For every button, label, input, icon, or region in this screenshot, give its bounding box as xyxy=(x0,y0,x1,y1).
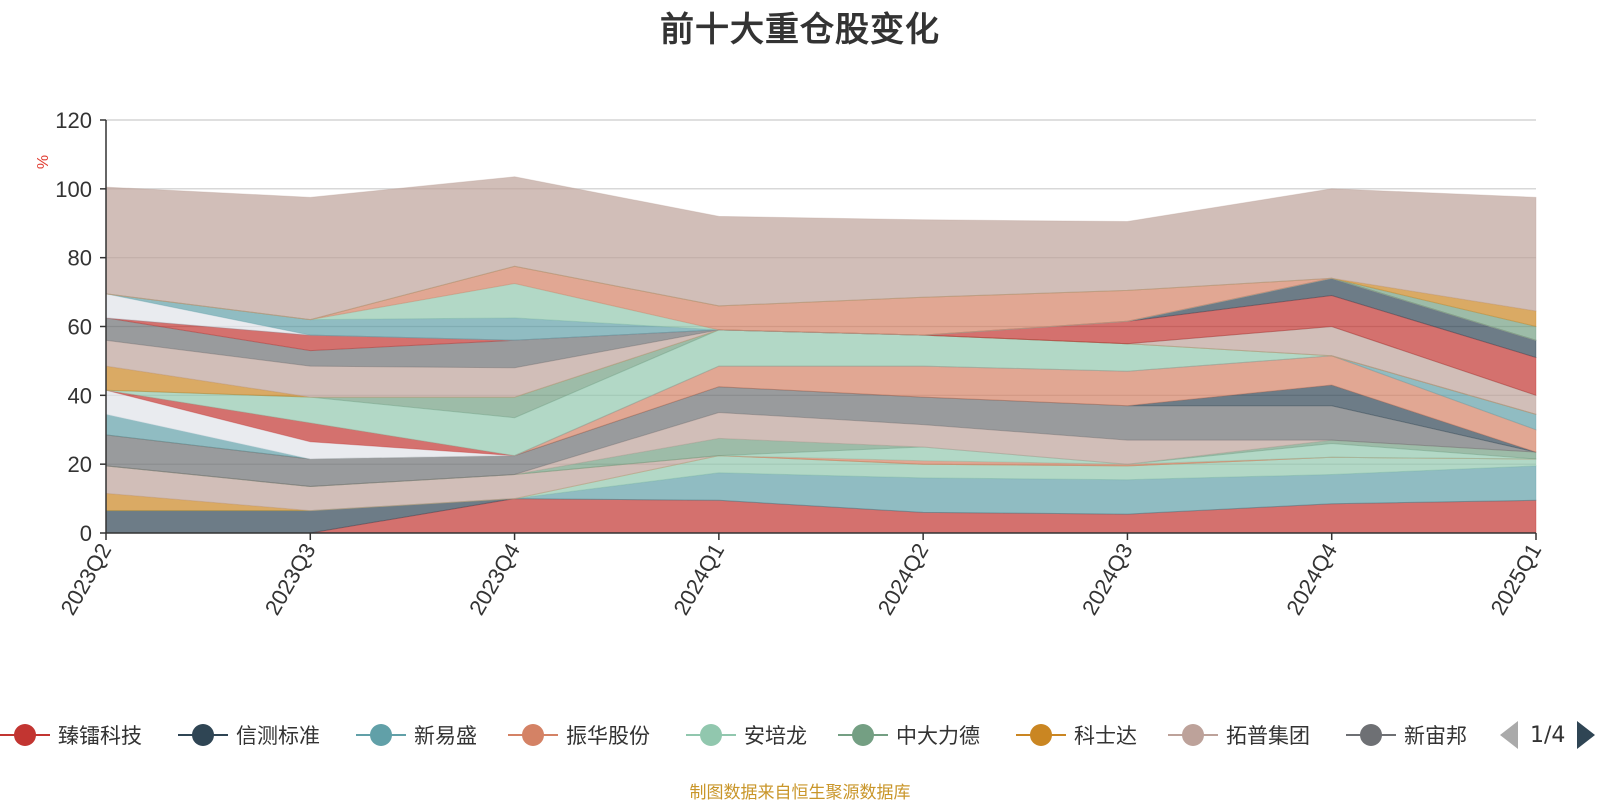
legend-marker-icon xyxy=(0,720,50,750)
legend-item[interactable]: 新宙邦 xyxy=(1346,715,1467,755)
pager-page-text: 1/4 xyxy=(1530,722,1566,748)
legend-item[interactable]: 拓普集团 xyxy=(1168,715,1310,755)
legend-item[interactable]: 信测标准 xyxy=(178,715,320,755)
x-tick-label: 2024Q4 xyxy=(1281,539,1342,619)
x-tick-label: 2024Q2 xyxy=(873,539,934,619)
area-series xyxy=(105,176,1537,534)
legend-marker-icon xyxy=(686,720,736,750)
legend-marker-icon xyxy=(178,720,228,750)
legend-marker-icon xyxy=(1168,720,1218,750)
legend-item[interactable]: 振华股份 xyxy=(508,715,650,755)
legend-item[interactable]: 中大力德 xyxy=(838,715,980,755)
x-tick-label: 2023Q3 xyxy=(260,539,321,619)
legend-label: 臻镭科技 xyxy=(58,724,142,748)
legend-label: 新宙邦 xyxy=(1404,724,1467,748)
legend-label: 振华股份 xyxy=(566,724,650,748)
legend-marker-icon xyxy=(1346,720,1396,750)
stacked-area-chart: 0 20 40 60 80 100 120 2023Q2 2023Q3 2023Q4 2024Q1 2… xyxy=(35,108,1547,619)
y-tick-label: 60 xyxy=(68,315,92,340)
legend-marker-icon xyxy=(356,720,406,750)
y-tick-label: 80 xyxy=(68,246,92,271)
legend-marker-icon xyxy=(838,720,888,750)
area-band-21 xyxy=(105,294,1537,396)
legend-label: 中大力德 xyxy=(896,724,980,748)
area-band-2 xyxy=(106,465,1537,515)
legend-label: 安培龙 xyxy=(744,724,807,748)
area-band-29 xyxy=(105,176,1537,321)
pager-prev-icon[interactable] xyxy=(1500,721,1518,749)
legend-item[interactable]: 安培龙 xyxy=(686,715,807,755)
y-tick-label: 20 xyxy=(68,452,92,477)
x-tick-label: 2023Q4 xyxy=(464,539,525,619)
area-band-8 xyxy=(105,437,1537,488)
x-tick-label: 2025Q1 xyxy=(1486,539,1547,619)
pager-next-icon[interactable] xyxy=(1577,721,1596,749)
source-note: 制图数据来自恒生聚源数据库 xyxy=(689,783,911,803)
area-band-28 xyxy=(105,265,1537,328)
x-tick-label: 2024Q3 xyxy=(1077,539,1138,619)
legend-item[interactable]: 臻镭科技 xyxy=(0,715,142,755)
legend-pager: 1/4 xyxy=(1500,715,1596,755)
y-tick-label: 40 xyxy=(68,383,92,408)
legend-label: 科士达 xyxy=(1074,724,1137,748)
legend-label: 信测标准 xyxy=(236,724,320,748)
legend-item[interactable]: 新易盛 xyxy=(356,715,477,755)
y-tick-label: 120 xyxy=(55,108,92,133)
y-tick-label: 100 xyxy=(55,177,92,202)
y-axis-unit-label: % xyxy=(35,155,52,169)
area-band-22 xyxy=(105,277,1537,359)
legend-label: 拓普集团 xyxy=(1226,724,1310,748)
chart-title: 前十大重仓股变化 xyxy=(660,10,940,50)
legend: 臻镭科技 信测标准 新易盛 振华股份 安培龙 中大力德 科士达 拓普集团 新宙邦 xyxy=(0,715,1600,755)
legend-label: 新易盛 xyxy=(414,724,477,748)
x-tick-label: 2023Q2 xyxy=(56,539,117,619)
legend-marker-icon xyxy=(1016,720,1066,750)
area-band-27 xyxy=(105,265,1537,341)
x-tick-label: 2024Q1 xyxy=(668,539,729,619)
legend-item[interactable]: 科士达 xyxy=(1016,715,1137,755)
y-tick-label: 0 xyxy=(80,521,92,546)
legend-marker-icon xyxy=(508,720,558,750)
